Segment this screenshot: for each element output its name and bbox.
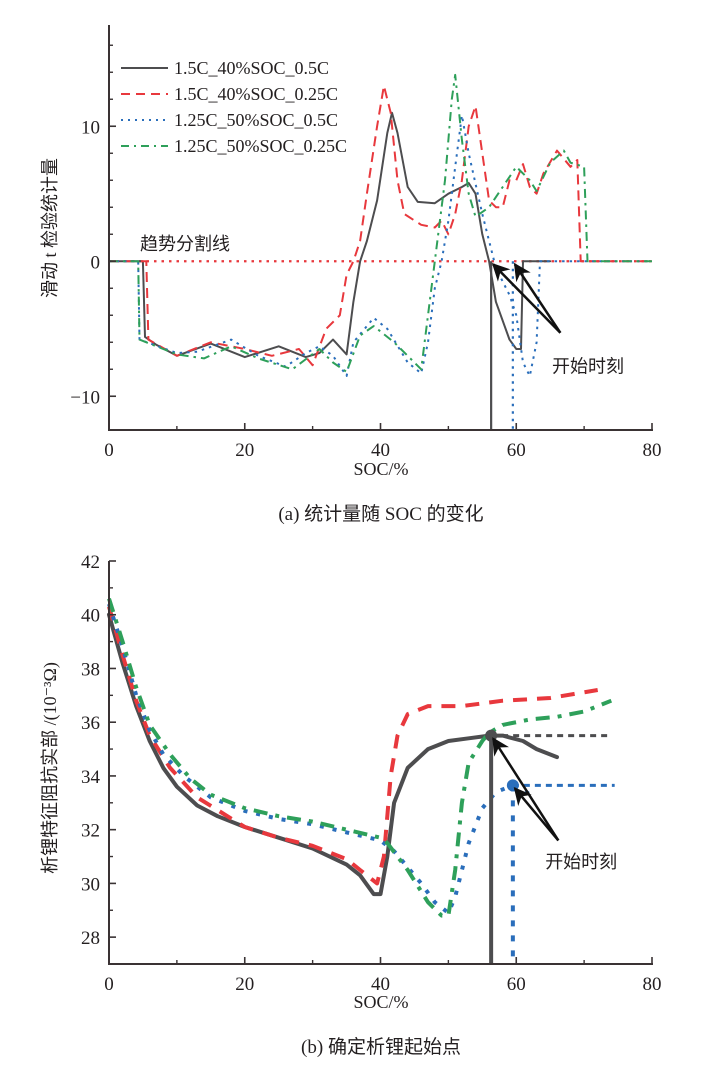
panel-a-legend: 1.5C_40%SOC_0.5C 1.5C_40%SOC_0.25C 1.25C_5… bbox=[121, 58, 347, 156]
y-tick-label: 28 bbox=[81, 928, 100, 949]
x-tick-label: 80 bbox=[643, 440, 662, 461]
y-tick-label: 10 bbox=[81, 117, 100, 138]
series-line-3 bbox=[107, 603, 532, 915]
x-tick-label: 20 bbox=[235, 974, 254, 995]
x-tick-label: 20 bbox=[235, 440, 254, 461]
panel-b-lithium-plating-onset: 0 20 40 60 80 28 30 32 34 36 38 40 42 开始时刻 SOC/% 析锂特… bbox=[40, 552, 662, 1058]
panel-b-y-axis-title: 析锂特征阻抗实部 /(10⁻³Ω) bbox=[40, 662, 61, 874]
x-tick-label: 60 bbox=[507, 440, 526, 461]
series-line-3 bbox=[109, 114, 652, 377]
series-line-2 bbox=[109, 84, 652, 367]
y-tick-label: 32 bbox=[81, 821, 100, 842]
panel-a-caption: (a) 统计量随 SOC 的变化 bbox=[278, 503, 483, 525]
panel-a-y-axis-title: 滑动 t 检验统计量 bbox=[40, 158, 60, 298]
y-tick-label: 36 bbox=[81, 713, 100, 734]
annotation-arrow-2 bbox=[513, 786, 560, 842]
y-tick-label: 34 bbox=[81, 767, 101, 788]
x-tick-label: 60 bbox=[507, 974, 526, 995]
series-line-2 bbox=[107, 606, 599, 886]
x-tick-label: 40 bbox=[371, 440, 390, 461]
y-tick-label: 0 bbox=[91, 252, 101, 273]
legend-label-3: 1.25C_50%SOC_0.5C bbox=[174, 110, 338, 130]
panel-b-start-annotation: 开始时刻 bbox=[545, 852, 617, 873]
legend-label-2: 1.5C_40%SOC_0.25C bbox=[174, 84, 338, 104]
legend-label-1: 1.5C_40%SOC_0.5C bbox=[174, 58, 329, 78]
y-tick-label: 30 bbox=[81, 874, 100, 895]
panel-a-curves bbox=[108, 73, 652, 430]
x-tick-label: 40 bbox=[371, 974, 390, 995]
y-tick-label: 40 bbox=[81, 606, 100, 627]
panel-b-curves bbox=[107, 597, 615, 964]
annotation-arrow-1 bbox=[491, 263, 562, 334]
panel-a-x-axis-title: SOC/% bbox=[353, 459, 408, 479]
panel-b-x-axis-title: SOC/% bbox=[353, 992, 408, 1012]
y-tick-label: −10 bbox=[70, 387, 100, 408]
annotation-arrow-2 bbox=[513, 262, 562, 334]
legend-label-4: 1.25C_50%SOC_0.25C bbox=[174, 136, 347, 156]
x-tick-label: 80 bbox=[643, 974, 662, 995]
y-tick-label: 38 bbox=[81, 659, 100, 680]
panel-b-caption: (b) 确定析锂起始点 bbox=[301, 1036, 461, 1058]
panel-a-reference-line-label: 趋势分割线 bbox=[140, 234, 230, 255]
series-line-4 bbox=[107, 597, 613, 918]
y-tick-label: 42 bbox=[81, 552, 100, 573]
panel-a-start-annotation: 开始时刻 bbox=[552, 357, 624, 378]
x-tick-label: 0 bbox=[104, 974, 114, 995]
panel-a-axes: 0 20 40 60 80 −10 0 10 bbox=[70, 25, 662, 461]
x-tick-label: 0 bbox=[104, 440, 114, 461]
panel-b-axes: 0 20 40 60 80 28 30 32 34 36 38 40 42 bbox=[81, 552, 662, 995]
